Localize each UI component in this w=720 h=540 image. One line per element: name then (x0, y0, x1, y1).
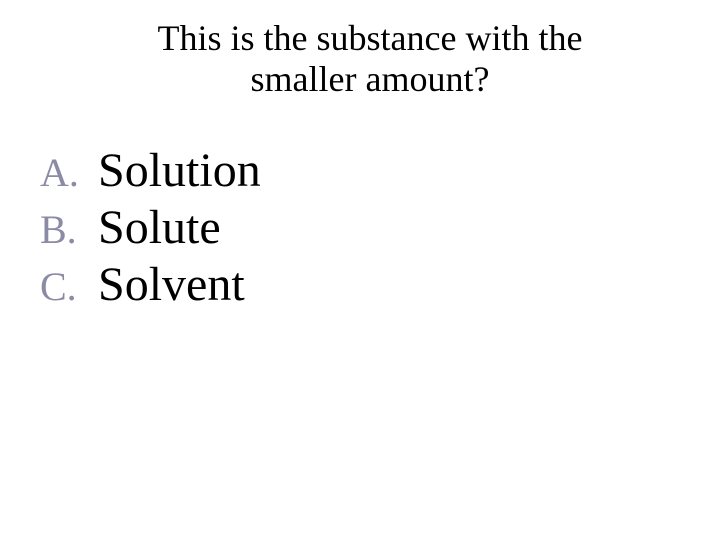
option-row-c[interactable]: C. Solvent (40, 257, 720, 312)
options-container: A. Solution B. Solute C. Solvent (0, 143, 720, 312)
option-letter-c: C. (40, 263, 98, 310)
question-title-line1: This is the substance with the (158, 18, 583, 58)
option-text-c: Solvent (98, 257, 245, 312)
option-row-a[interactable]: A. Solution (40, 143, 720, 198)
option-row-b[interactable]: B. Solute (40, 200, 720, 255)
option-text-b: Solute (98, 200, 221, 255)
question-title-line2: smaller amount? (251, 59, 490, 99)
option-letter-a: A. (40, 149, 98, 196)
option-text-a: Solution (98, 143, 261, 198)
question-container: This is the substance with the smaller a… (0, 0, 720, 101)
option-letter-b: B. (40, 206, 98, 253)
question-title: This is the substance with the smaller a… (100, 18, 640, 101)
